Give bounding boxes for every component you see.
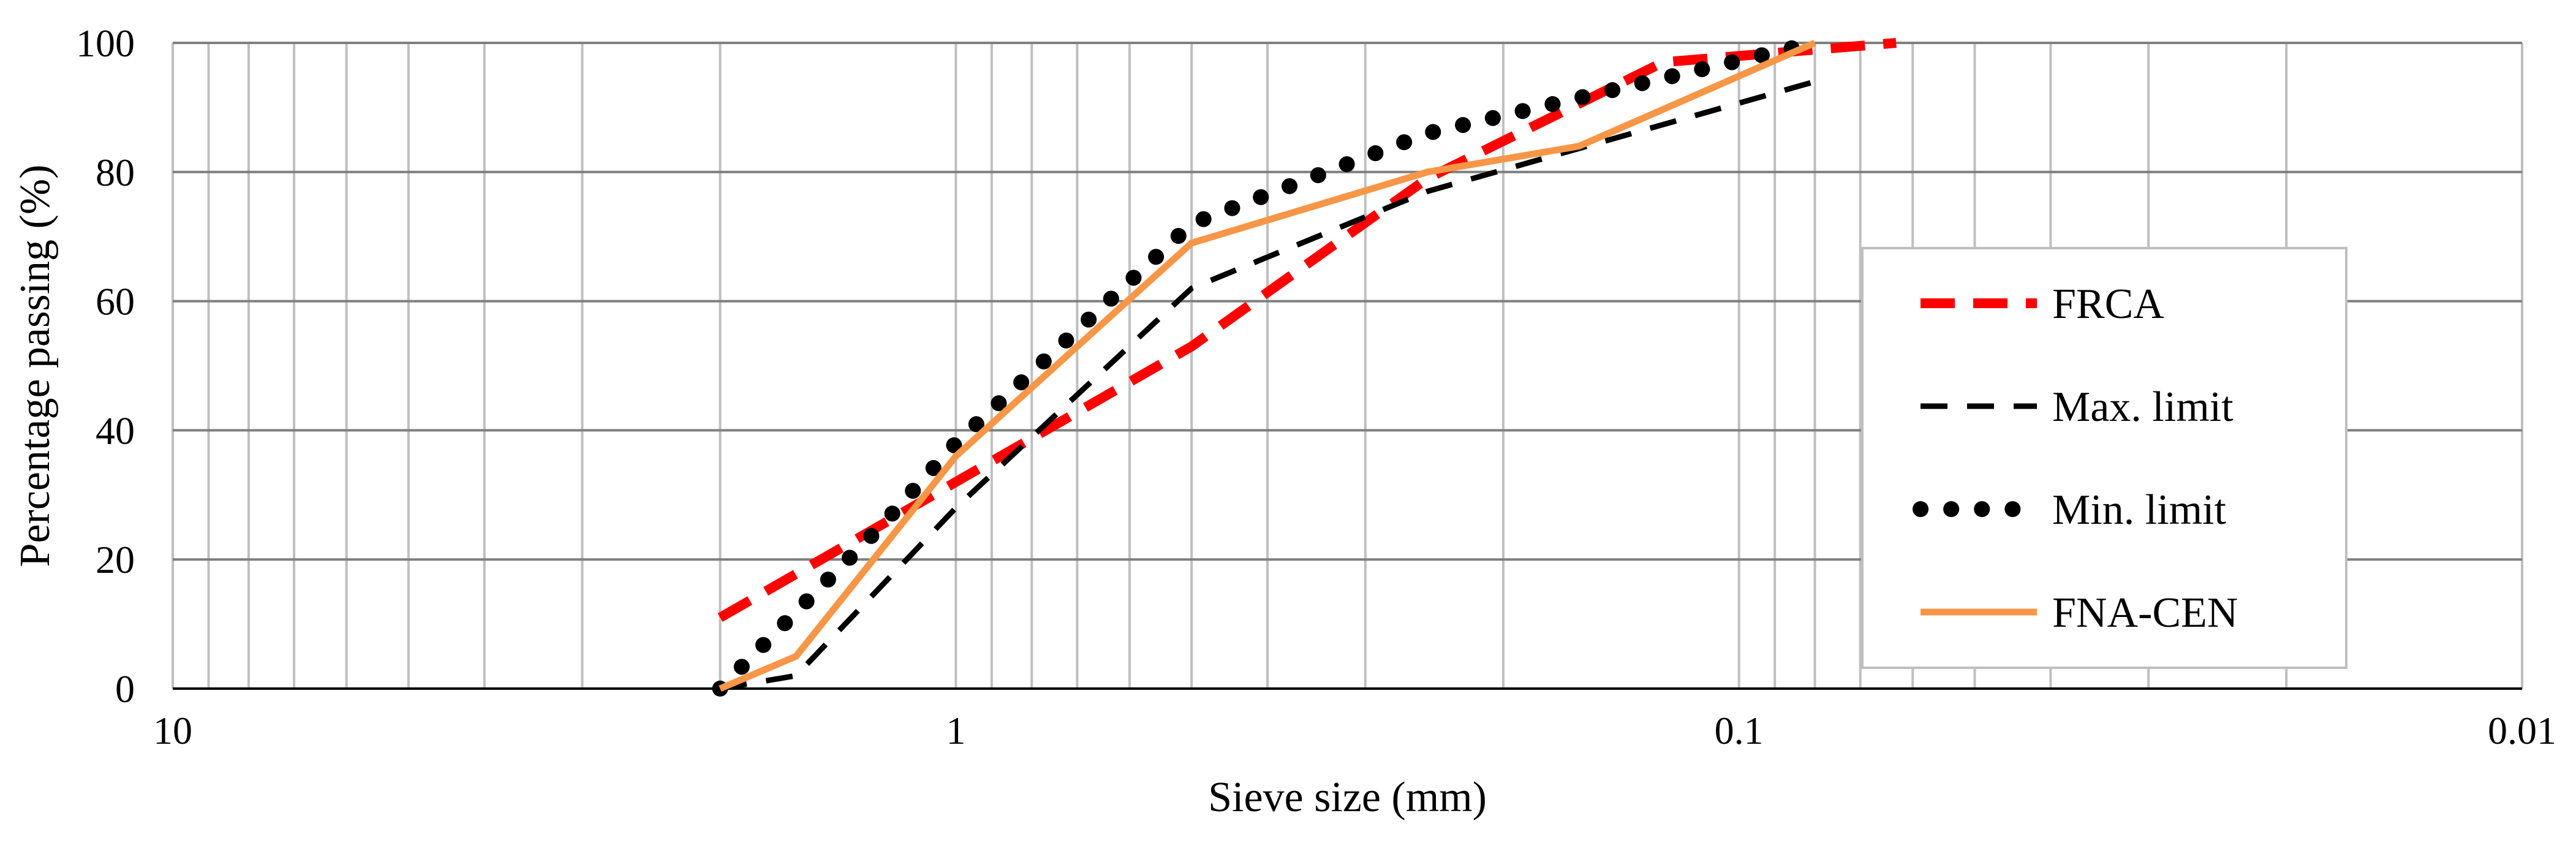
legend-box	[1861, 247, 2347, 669]
series-line-max-limit	[719, 78, 1816, 692]
y-axis-label: Percentage passing (%)	[12, 165, 59, 567]
legend-items: FRCA Max. limit Min. limit FNA-CEN	[1913, 281, 2238, 637]
legend-label-frca: FRCA	[2052, 281, 2164, 328]
y-tick-label: 40	[96, 409, 135, 452]
y-tick-label: 60	[96, 280, 135, 323]
series-lines	[712, 35, 1897, 697]
x-tick-label: 0.1	[1715, 709, 1764, 752]
x-tick-label: 0.01	[2488, 709, 2556, 752]
y-tick-label: 100	[76, 21, 135, 65]
legend-label-min-limit: Min. limit	[2052, 486, 2226, 534]
series-line-min-limit	[712, 35, 1823, 697]
tick-labels: 0 20 40 60 80 100 10 1 0.1 0.01	[76, 21, 2556, 752]
legend-label-fna-cen: FNA-CEN	[2052, 589, 2238, 637]
series-line-fna-cen	[719, 39, 1816, 692]
y-tick-label: 0	[115, 667, 135, 711]
x-tick-label: 1	[946, 709, 965, 752]
x-tick-label: 10	[153, 709, 192, 752]
y-tick-label: 80	[96, 151, 135, 194]
legend: FRCA Max. limit Min. limit FNA-CEN	[1861, 247, 2347, 669]
x-axis-label: Sieve size (mm)	[1208, 774, 1487, 821]
legend-label-max-limit: Max. limit	[2052, 384, 2234, 431]
y-tick-label: 20	[96, 538, 135, 581]
